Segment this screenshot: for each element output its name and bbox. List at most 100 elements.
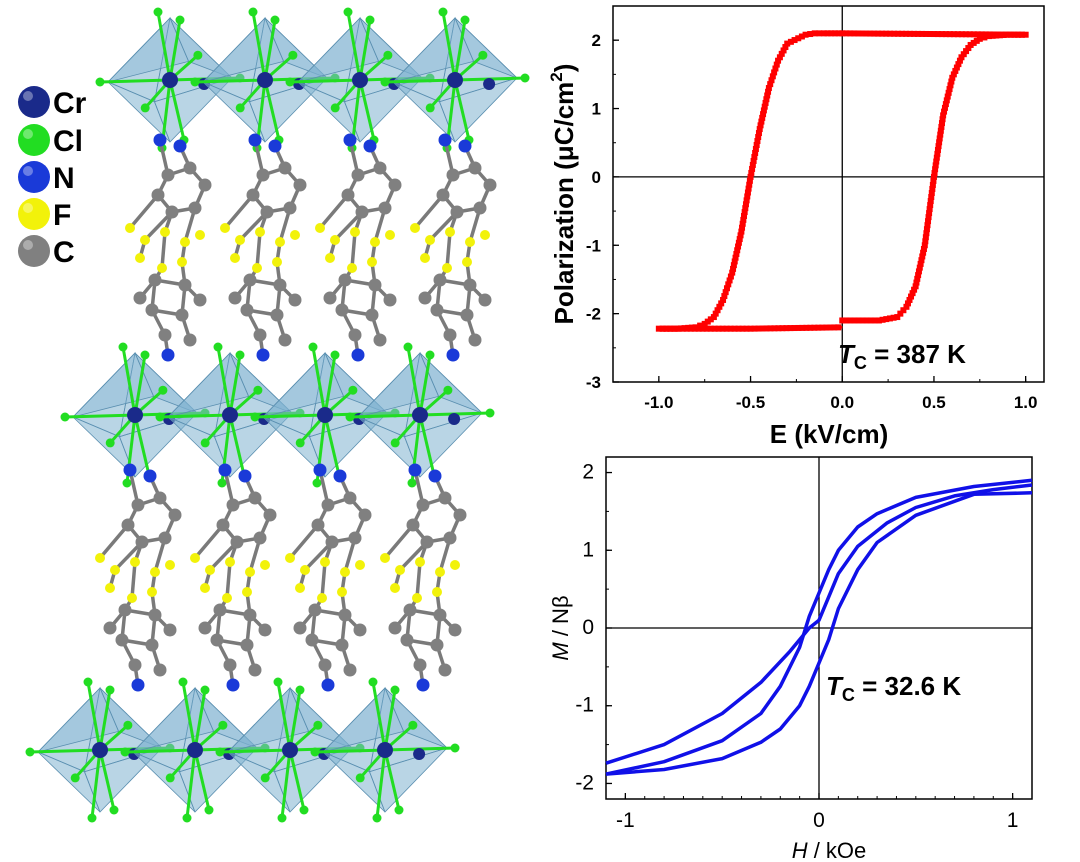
f-atom: [385, 230, 395, 240]
data-point-marker: [904, 300, 911, 307]
chart2-x-axis-title: H / kOe: [792, 838, 867, 862]
data-point-marker: [923, 226, 930, 233]
data-point-marker: [932, 166, 939, 173]
data-point-marker: [847, 30, 854, 37]
x-tick-label: 0: [813, 809, 825, 832]
cr-cl-bond: [124, 748, 196, 754]
data-point-marker: [855, 30, 862, 37]
c-atom: [343, 663, 357, 677]
cr-cl-bond: [228, 354, 242, 416]
data-point-marker: [723, 325, 730, 332]
data-point-marker: [954, 31, 961, 38]
f-atom: [415, 557, 425, 567]
legend-swatch-highlight: [23, 203, 33, 213]
bond: [193, 523, 225, 560]
data-point-marker: [735, 239, 742, 246]
c-atom: [248, 663, 262, 677]
data-point-marker: [925, 214, 932, 221]
cl-atom: [299, 805, 309, 815]
c-atom: [145, 638, 159, 652]
chart1-y-axis-title-text: Polarization (μC/cm: [549, 82, 579, 325]
data-point-marker: [839, 30, 846, 37]
data-point-marker: [1002, 31, 1009, 38]
cr-atom: [222, 407, 238, 423]
y-tick-label: 1: [582, 538, 594, 561]
cl-atom: [140, 103, 150, 113]
f-atom: [135, 253, 145, 263]
f-atom: [390, 583, 400, 593]
data-point-marker: [946, 86, 953, 93]
data-point-marker: [771, 69, 778, 76]
c-atom: [335, 638, 349, 652]
data-point-marker: [772, 65, 779, 72]
data-point-marker: [727, 325, 734, 332]
data-point-marker: [747, 173, 754, 180]
c-atom: [270, 308, 284, 322]
c-atom: [103, 621, 117, 635]
data-point-marker: [1010, 31, 1017, 38]
data-point-marker: [659, 325, 666, 332]
cl-atom: [330, 350, 340, 360]
cr-cl-bond: [133, 354, 147, 416]
data-point-marker: [835, 324, 842, 331]
data-point-marker: [887, 30, 894, 37]
cr-cl-bond: [185, 749, 197, 819]
cl-atom: [270, 15, 280, 25]
data-point-marker: [922, 234, 929, 241]
legend-label-f: F: [53, 199, 71, 232]
n-atom: [153, 133, 167, 147]
data-point-marker: [729, 269, 736, 276]
c-atom: [278, 333, 292, 347]
data-point-marker: [679, 325, 686, 332]
data-point-marker: [820, 30, 827, 37]
data-point-marker: [743, 197, 750, 204]
c-atom: [253, 531, 267, 545]
data-point-marker: [949, 74, 956, 81]
cl-atom: [383, 50, 393, 60]
data-point-marker: [981, 34, 988, 41]
data-point-marker: [699, 325, 706, 332]
data-point-marker: [824, 30, 831, 37]
cr-cl-bond: [64, 413, 136, 419]
n-atom: [343, 133, 357, 147]
data-point-marker: [749, 165, 756, 172]
data-point-marker: [863, 30, 870, 37]
cl-atom: [460, 15, 470, 25]
n-atom: [173, 139, 187, 153]
cl-atom: [158, 385, 168, 395]
data-point-marker: [906, 296, 913, 303]
data-point-marker: [707, 316, 714, 323]
c-atom: [463, 278, 477, 292]
data-point-marker: [913, 279, 920, 286]
y-tick-label: -1: [575, 694, 594, 717]
c-atom: [153, 663, 167, 677]
bond: [255, 231, 262, 269]
data-point-marker: [894, 314, 901, 321]
chart1-tc-subscript: C: [854, 353, 867, 373]
cr-cl-bond: [276, 681, 292, 751]
bond: [223, 193, 255, 230]
data-point-marker: [744, 193, 751, 200]
cr-atom: [282, 742, 298, 758]
cl-atom: [310, 747, 320, 757]
data-point-marker: [691, 325, 698, 332]
chart2-tc-annotation: TC = 32.6 K: [826, 671, 961, 705]
data-point-marker: [939, 116, 946, 123]
n-atom: [321, 678, 335, 692]
f-atom: [290, 230, 300, 240]
c-atom: [438, 491, 452, 505]
cl-atom: [182, 813, 192, 823]
cl-atom: [87, 813, 97, 823]
cl-atom: [153, 7, 163, 17]
octahedron-row2-4: [345, 342, 495, 488]
data-point-marker: [755, 130, 762, 137]
data-point-marker: [803, 324, 810, 331]
x-tick-label: -0.5: [736, 393, 765, 412]
data-point-marker: [755, 325, 762, 332]
y-tick-label: 2: [592, 31, 601, 50]
data-point-marker: [875, 317, 882, 324]
f-atom: [295, 583, 305, 593]
f-atom: [380, 553, 390, 563]
data-point-marker: [771, 325, 778, 332]
cl-atom: [204, 805, 214, 815]
